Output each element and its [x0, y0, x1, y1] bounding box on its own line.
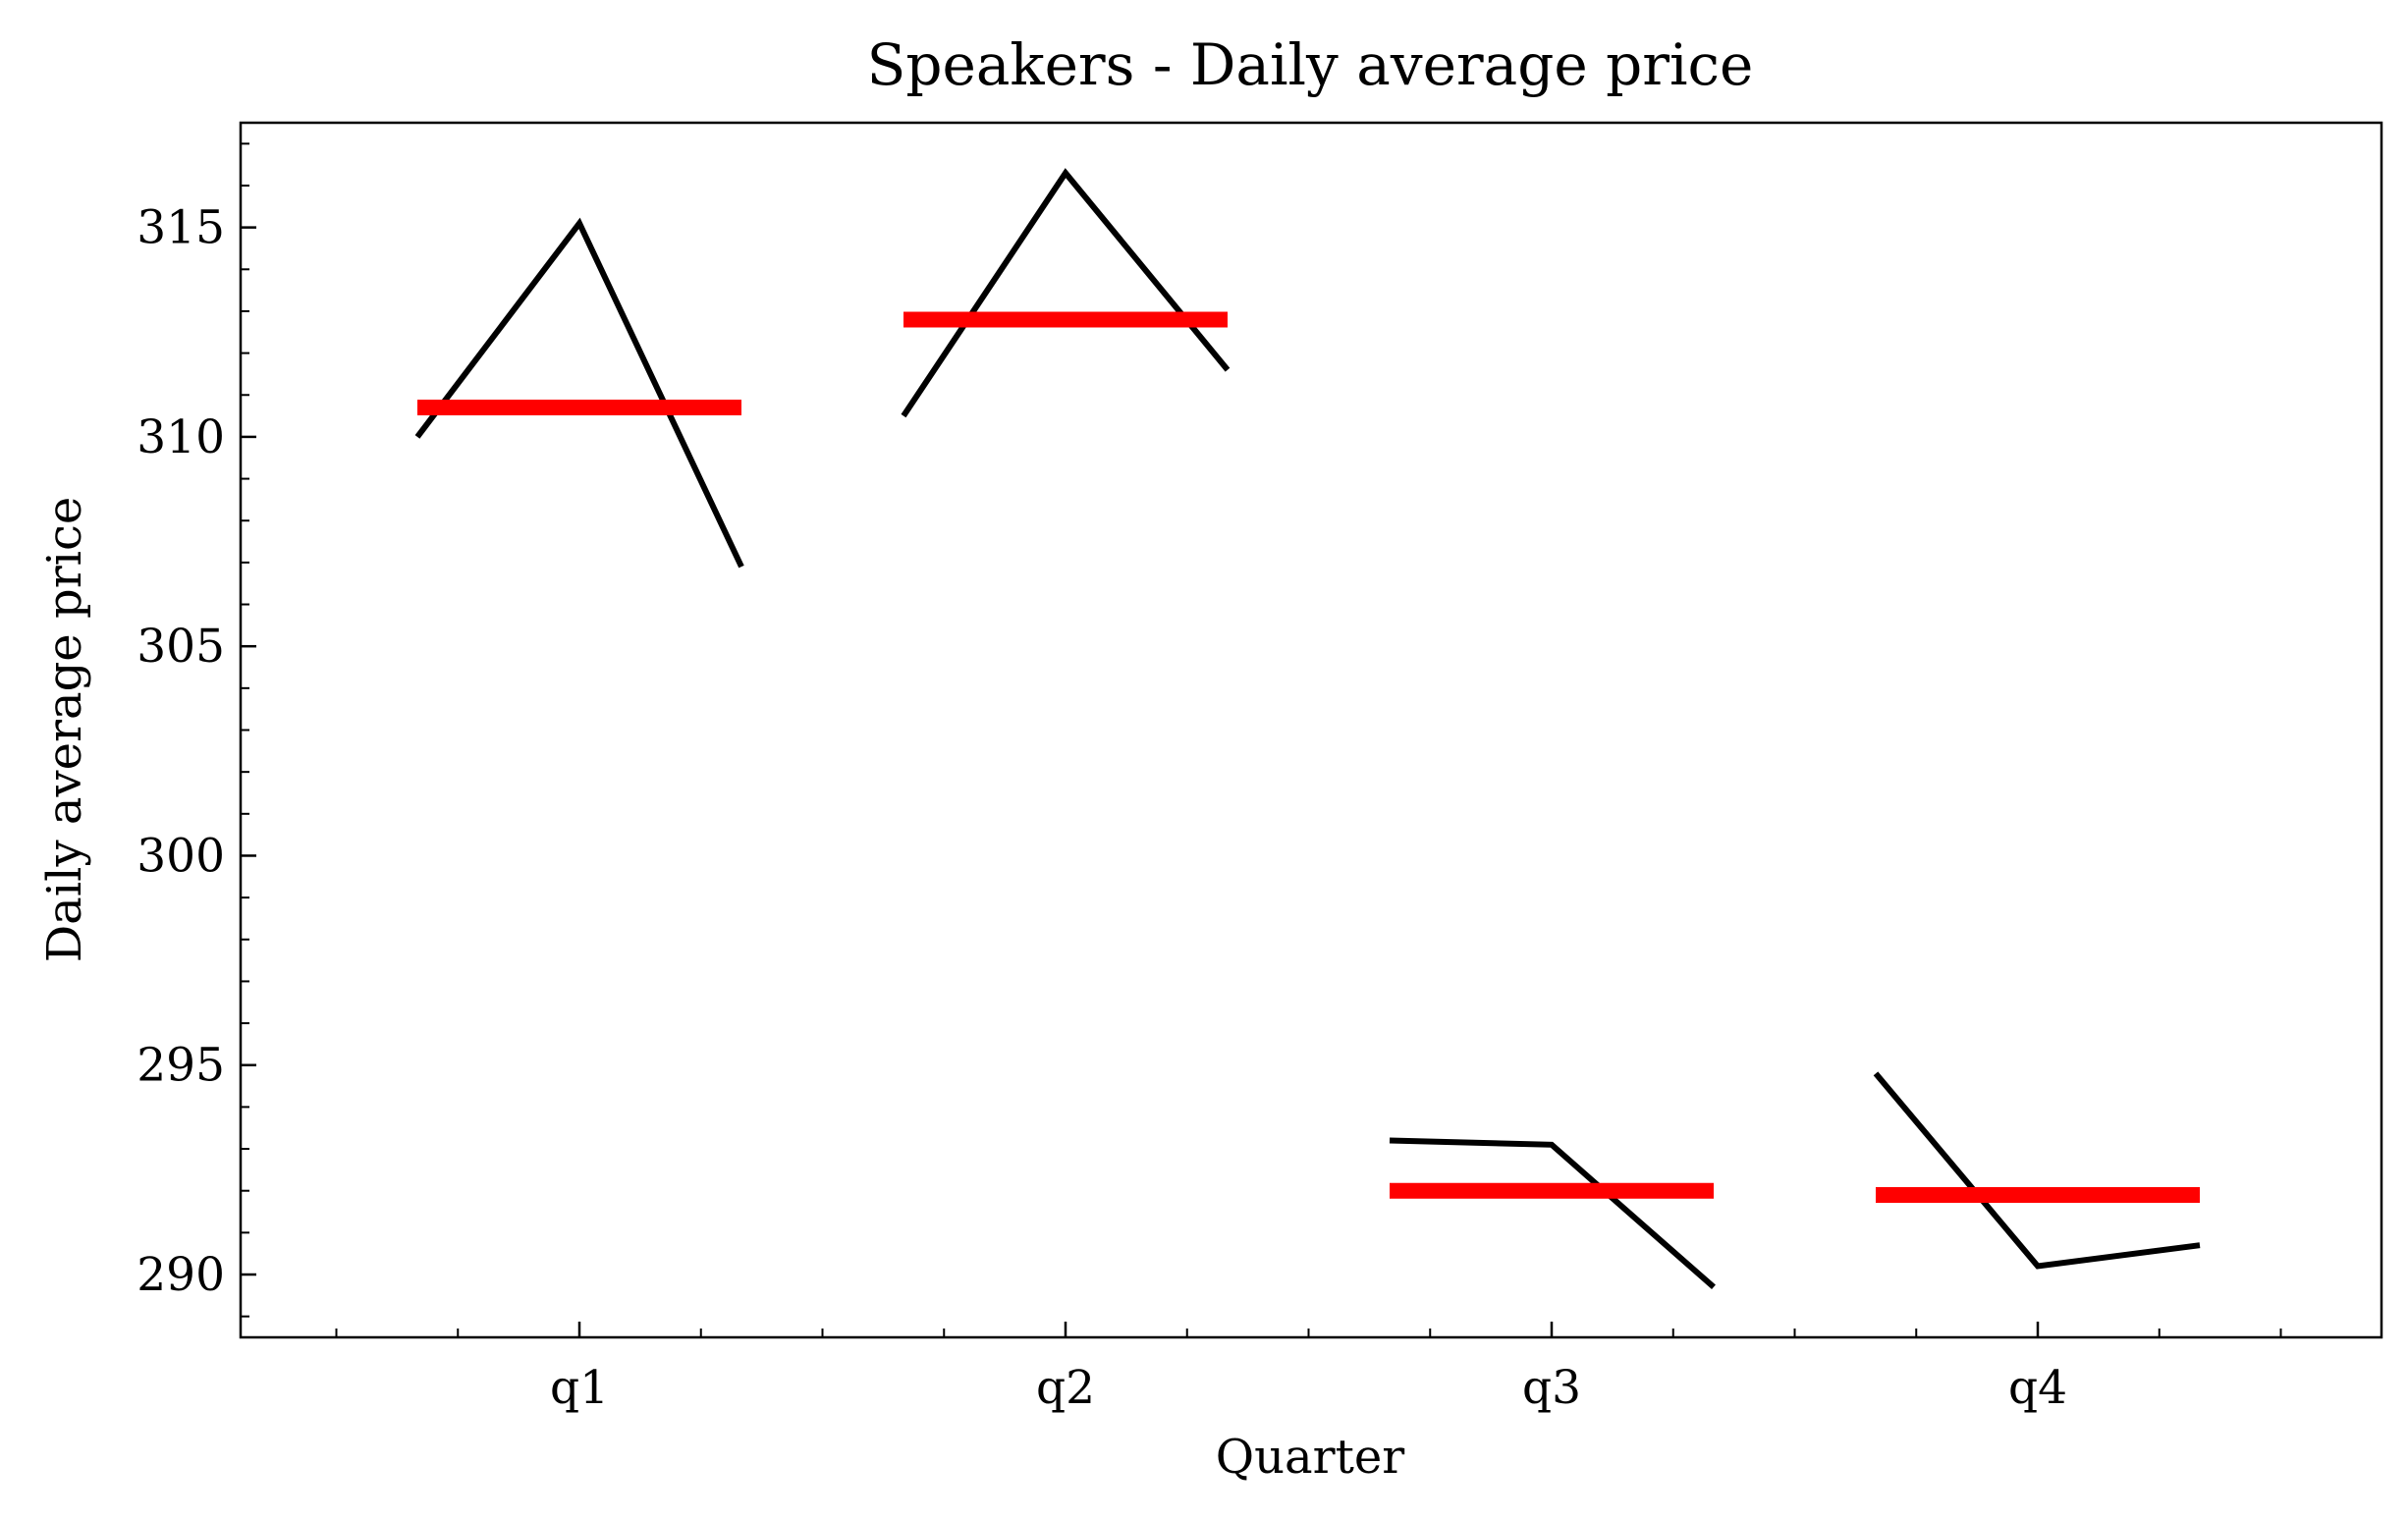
- plot-frame: [239, 121, 2383, 1339]
- chart-title: Speakers - Daily average price: [867, 31, 1754, 98]
- series-line-q3: [1389, 1137, 1716, 1290]
- x-tick-label: q1: [550, 1361, 609, 1415]
- x-tick-label: q4: [2008, 1361, 2067, 1415]
- x-tick-label: q2: [1036, 1361, 1095, 1415]
- y-axis-title: Daily average price: [37, 497, 92, 963]
- plot-area: [414, 168, 2201, 1290]
- y-axis: 290 295 300 305 310 315: [137, 142, 256, 1318]
- y-tick-label: 305: [137, 620, 225, 674]
- series-line-q1: [414, 217, 744, 569]
- x-axis: q1 q2 q3 q4: [335, 1322, 2282, 1415]
- x-tick-label: q3: [1522, 1361, 1581, 1415]
- y-tick-label: 295: [137, 1039, 225, 1093]
- x-axis-title: Quarter: [1216, 1430, 1405, 1485]
- y-tick-label: 300: [137, 829, 225, 883]
- series-line-q4: [1873, 1071, 2201, 1270]
- y-tick-label: 315: [137, 201, 225, 255]
- y-tick-label: 290: [137, 1248, 225, 1302]
- series-line-q2: [901, 168, 1231, 418]
- y-tick-label: 310: [137, 410, 225, 464]
